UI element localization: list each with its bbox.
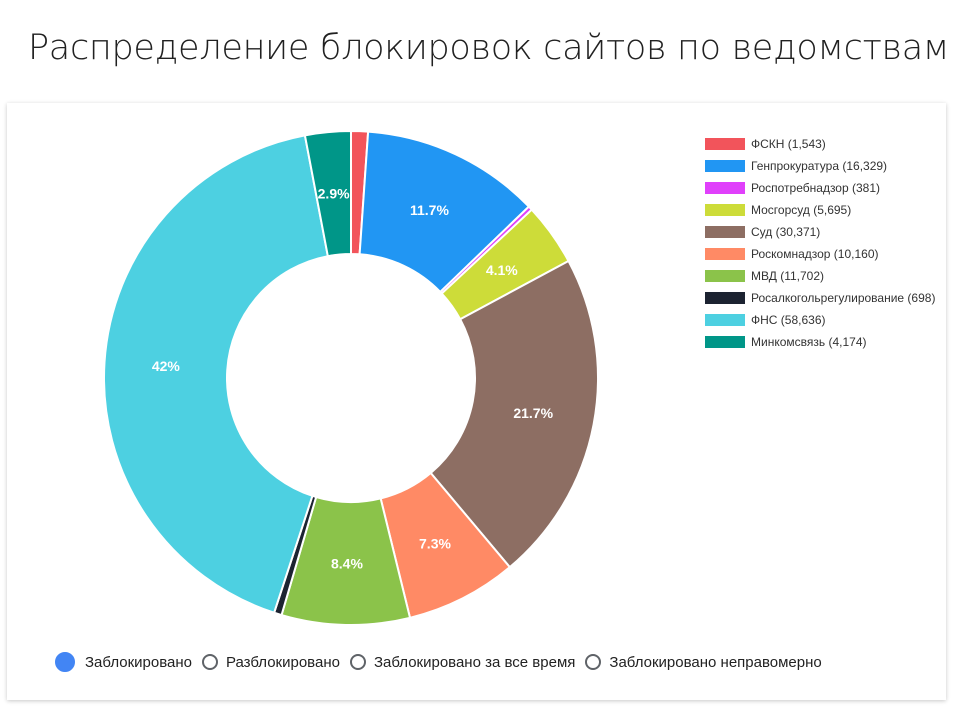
legend-swatch bbox=[705, 160, 745, 172]
legend-swatch bbox=[705, 182, 745, 194]
radio-label: Заблокировано неправомерно bbox=[609, 653, 822, 671]
legend-swatch bbox=[705, 138, 745, 150]
pie-slice[interactable] bbox=[429, 259, 599, 569]
slice-percent-label: 11.7% bbox=[410, 202, 449, 218]
legend-swatch bbox=[705, 314, 745, 326]
slice-percent-label: 21.7% bbox=[513, 405, 553, 421]
legend-item[interactable]: ФНС (58,636) bbox=[705, 309, 935, 331]
legend-item[interactable]: Мосгорсуд (5,695) bbox=[705, 199, 935, 221]
legend-label: Минкомсвязь (4,174) bbox=[751, 335, 867, 349]
radio-label: Разблокировано bbox=[225, 653, 340, 671]
slice-percent-label: 42% bbox=[152, 358, 181, 374]
legend-label: ФНС (58,636) bbox=[751, 313, 826, 327]
slice-percent-label: 8.4% bbox=[331, 555, 363, 571]
radio-checked-icon[interactable] bbox=[55, 652, 75, 672]
legend-item[interactable]: МВД (11,702) bbox=[705, 265, 935, 287]
legend-item[interactable]: Суд (30,371) bbox=[705, 221, 935, 243]
donut-chart: 11.7% 4.1% 21.7% 7.3% 8.4% 42% 2.9% bbox=[103, 129, 599, 626]
filter-radio-option[interactable]: Разблокировано bbox=[201, 653, 340, 671]
legend-label: Генпрокуратура (16,329) bbox=[751, 159, 888, 173]
radio-label: Заблокировано bbox=[85, 653, 192, 671]
legend-label: ФСКН (1,543) bbox=[751, 137, 826, 151]
legend-swatch bbox=[705, 336, 745, 348]
legend-label: Суд (30,371) bbox=[751, 225, 821, 239]
filter-radio-group: Заблокировано Разблокировано Заблокировано… bbox=[55, 652, 832, 672]
filter-radio-option[interactable]: Заблокировано bbox=[55, 652, 192, 672]
legend-item[interactable]: Минкомсвязь (4,174) bbox=[705, 331, 935, 353]
legend-item[interactable]: ФСКН (1,543) bbox=[705, 133, 935, 155]
legend-swatch bbox=[705, 226, 745, 238]
legend-item[interactable]: Росалкогольрегулирование (698) bbox=[705, 287, 935, 309]
slice-percent-label: 7.3% bbox=[419, 535, 451, 551]
slice-percent-label: 2.9% bbox=[318, 185, 350, 201]
legend-label: Роспотребнадзор (381) bbox=[751, 181, 881, 195]
radio-unchecked-icon[interactable] bbox=[349, 654, 366, 670]
slice-percent-label: 4.1% bbox=[486, 262, 518, 278]
filter-radio-option[interactable]: Заблокировано неправомерно bbox=[585, 653, 822, 671]
chart-legend: ФСКН (1,543) Генпрокуратура (16,329) Роспо… bbox=[705, 133, 935, 353]
pie-slice[interactable] bbox=[103, 134, 330, 615]
filter-radio-option[interactable]: Заблокировано за все время bbox=[349, 653, 576, 671]
radio-label: Заблокировано за все время bbox=[373, 653, 576, 671]
legend-label: Мосгорсуд (5,695) bbox=[751, 203, 852, 217]
chart-card: 11.7% 4.1% 21.7% 7.3% 8.4% 42% 2.9% ФСКН (1,54… bbox=[7, 103, 946, 700]
legend-label: МВД (11,702) bbox=[751, 269, 825, 283]
legend-label: Росалкогольрегулирование (698) bbox=[751, 291, 936, 305]
legend-item[interactable]: Генпрокуратура (16,329) bbox=[705, 155, 935, 177]
legend-item[interactable]: Роскомнадзор (10,160) bbox=[705, 243, 935, 265]
legend-item[interactable]: Роспотребнадзор (381) bbox=[705, 177, 935, 199]
legend-swatch bbox=[705, 292, 745, 304]
page-title: Распределение блокировок сайтов по ведом… bbox=[28, 28, 949, 68]
radio-unchecked-icon[interactable] bbox=[201, 654, 218, 670]
radio-unchecked-icon[interactable] bbox=[585, 654, 602, 670]
legend-swatch bbox=[705, 204, 745, 216]
legend-label: Роскомнадзор (10,160) bbox=[751, 247, 879, 261]
legend-swatch bbox=[705, 248, 745, 260]
legend-swatch bbox=[705, 270, 745, 282]
pie-slice[interactable] bbox=[303, 129, 352, 258]
